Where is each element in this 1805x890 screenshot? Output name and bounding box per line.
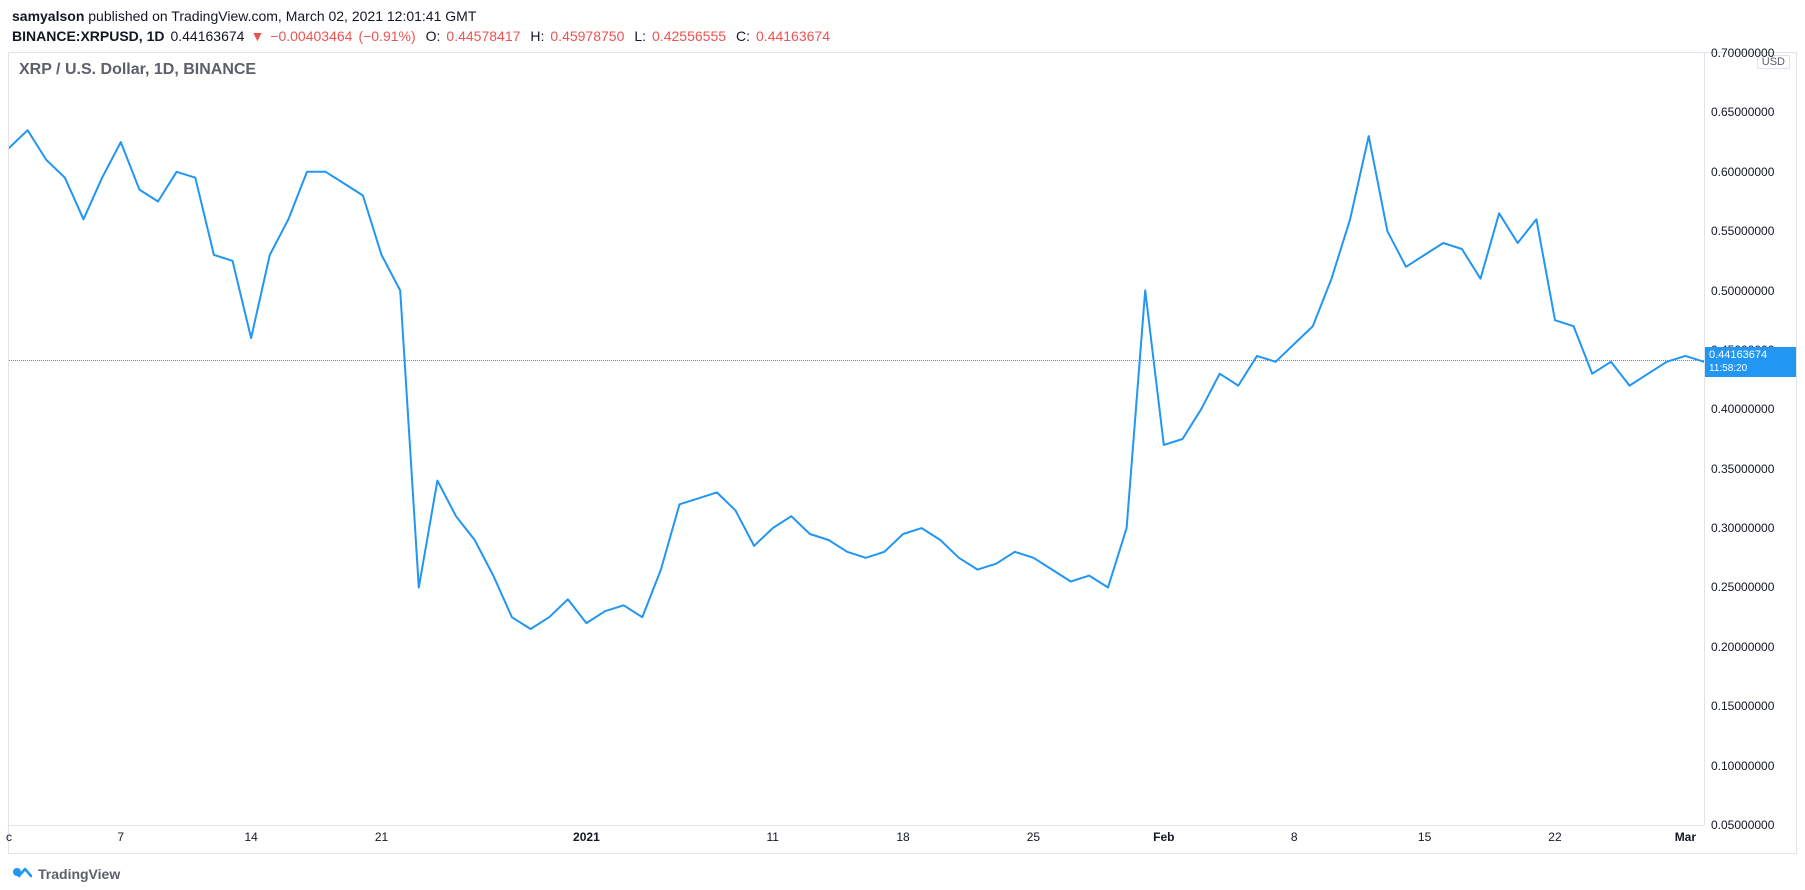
last-price-tag: 0.4416367411:58:20 xyxy=(1705,347,1796,377)
x-tick-label: 2021 xyxy=(573,830,600,844)
high-label: H: xyxy=(530,28,544,44)
y-tick-label: 0.50000000 xyxy=(1711,284,1774,298)
y-tick-label: 0.60000000 xyxy=(1711,165,1774,179)
close-value: 0.44163674 xyxy=(756,28,830,44)
open-value: 0.44578417 xyxy=(446,28,520,44)
high-value: 0.45978750 xyxy=(550,28,624,44)
published-on: published on TradingView.com, xyxy=(88,8,282,24)
open-label: O: xyxy=(426,28,441,44)
x-tick-label: 11 xyxy=(766,830,778,844)
tradingview-icon xyxy=(12,867,32,881)
x-tick-label: 15 xyxy=(1418,830,1431,844)
x-tick-label: 21 xyxy=(375,830,388,844)
y-tick-label: 0.65000000 xyxy=(1711,105,1774,119)
y-tick-label: 0.40000000 xyxy=(1711,402,1774,416)
change-direction-icon: ▼ xyxy=(250,28,264,44)
x-tick-label: 8 xyxy=(1291,830,1298,844)
y-axis[interactable]: USD 0.700000000.650000000.600000000.5500… xyxy=(1704,53,1796,825)
footer-brand-text: TradingView xyxy=(38,866,120,882)
plot-area[interactable] xyxy=(9,53,1704,825)
price-tag-value: 0.44163674 xyxy=(1709,349,1767,361)
y-tick-label: 0.30000000 xyxy=(1711,521,1774,535)
x-tick-label: 14 xyxy=(244,830,257,844)
y-tick-label: 0.05000000 xyxy=(1711,818,1774,832)
x-tick-label: 18 xyxy=(896,830,909,844)
last-price: 0.44163674 xyxy=(170,28,244,44)
change-value: −0.00403464 xyxy=(270,28,352,44)
y-tick-label: 0.70000000 xyxy=(1711,46,1774,60)
author-name: samyalson xyxy=(12,8,84,24)
y-tick-label: 0.20000000 xyxy=(1711,640,1774,654)
change-percent: (−0.91%) xyxy=(358,28,415,44)
x-tick-label: Mar xyxy=(1675,830,1696,844)
y-tick-label: 0.25000000 xyxy=(1711,580,1774,594)
publication-info: samyalson published on TradingView.com, … xyxy=(12,8,1793,24)
x-tick-label: c xyxy=(6,830,12,844)
symbol-ohlc-bar: BINANCE:XRPUSD, 1D 0.44163674 ▼ −0.00403… xyxy=(12,28,1793,44)
x-tick-label: 7 xyxy=(117,830,124,844)
chart-title: XRP / U.S. Dollar, 1D, BINANCE xyxy=(19,61,256,79)
symbol-name: BINANCE:XRPUSD, 1D xyxy=(12,28,164,44)
close-label: C: xyxy=(736,28,750,44)
price-line-chart xyxy=(9,53,1704,825)
publication-date: March 02, 2021 12:01:41 GMT xyxy=(286,8,477,24)
x-tick-label: Feb xyxy=(1153,830,1174,844)
low-value: 0.42556555 xyxy=(652,28,726,44)
chart-container[interactable]: XRP / U.S. Dollar, 1D, BINANCE USD 0.700… xyxy=(8,52,1797,854)
x-tick-label: 25 xyxy=(1027,830,1040,844)
y-tick-label: 0.35000000 xyxy=(1711,462,1774,476)
y-tick-label: 0.10000000 xyxy=(1711,759,1774,773)
x-axis[interactable]: c 7 14 21 2021 11 18 25 Feb 8 15 22 Mar xyxy=(9,825,1704,853)
price-tag-countdown: 11:58:20 xyxy=(1709,362,1792,376)
y-tick-label: 0.55000000 xyxy=(1711,224,1774,238)
footer-branding: TradingView xyxy=(12,866,120,882)
y-tick-label: 0.15000000 xyxy=(1711,699,1774,713)
low-label: L: xyxy=(634,28,646,44)
x-tick-label: 22 xyxy=(1548,830,1561,844)
